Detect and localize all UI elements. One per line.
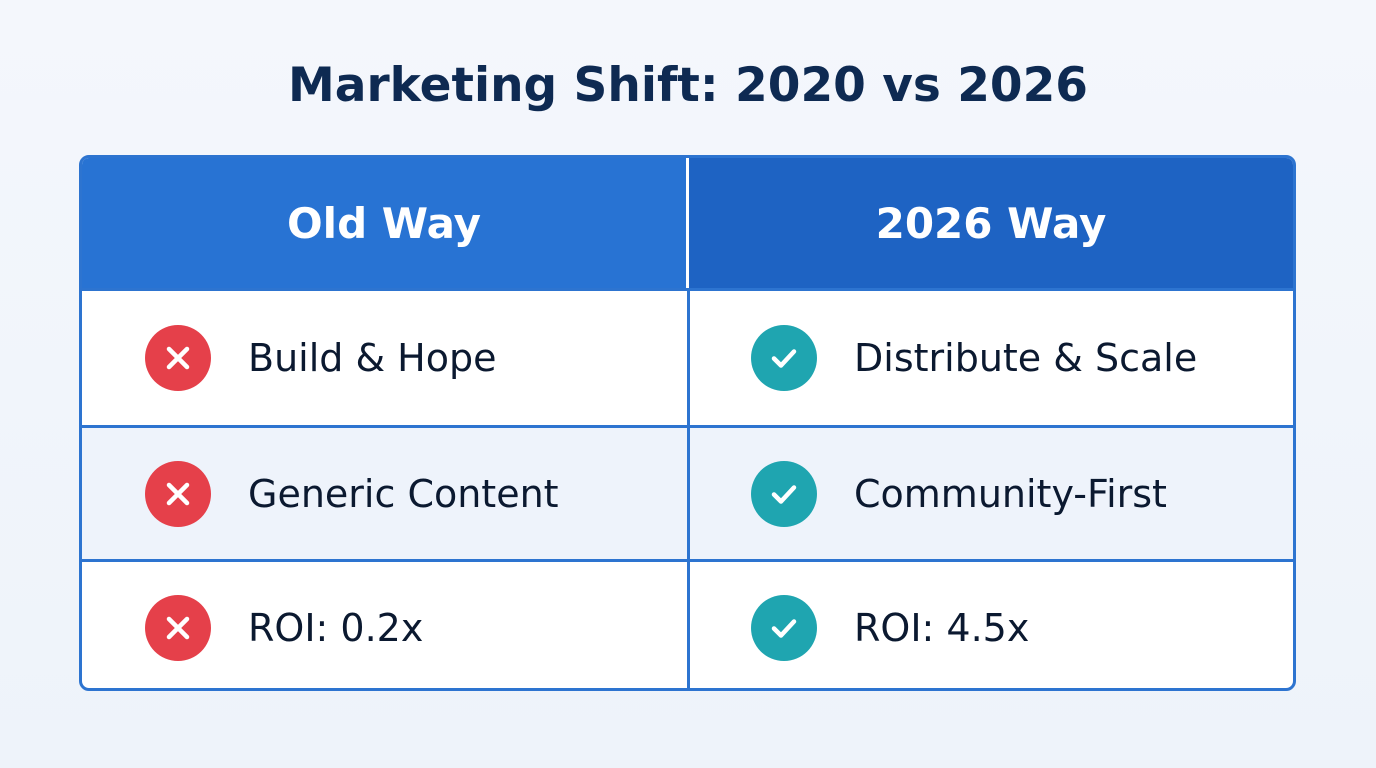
column-header-2026-way: 2026 Way (689, 158, 1293, 288)
check-icon (751, 325, 817, 391)
new-way-cell: Distribute & Scale (690, 291, 1293, 425)
new-way-cell: ROI: 4.5x (690, 562, 1293, 688)
new-way-text: Distribute & Scale (854, 336, 1198, 380)
comparison-table: Old Way 2026 Way Build & Hope Distribute… (79, 155, 1296, 691)
old-way-cell: Build & Hope (82, 291, 690, 425)
x-icon (145, 325, 211, 391)
table-row: Generic Content Community-First (82, 425, 1293, 559)
table-row: ROI: 0.2x ROI: 4.5x (82, 559, 1293, 688)
table-row: Build & Hope Distribute & Scale (82, 291, 1293, 425)
check-icon (751, 594, 817, 661)
old-way-text: ROI: 0.2x (248, 605, 424, 650)
column-header-old-way: Old Way (82, 158, 689, 288)
x-icon (145, 594, 211, 661)
table-header-row: Old Way 2026 Way (82, 158, 1293, 291)
old-way-cell: Generic Content (82, 428, 690, 559)
old-way-text: Build & Hope (248, 336, 497, 380)
old-way-cell: ROI: 0.2x (82, 562, 690, 688)
x-icon (145, 460, 211, 527)
new-way-text: ROI: 4.5x (854, 605, 1030, 650)
page-title: Marketing Shift: 2020 vs 2026 (287, 58, 1089, 113)
check-icon (751, 460, 817, 527)
old-way-text: Generic Content (248, 471, 559, 516)
new-way-text: Community-First (854, 471, 1167, 516)
new-way-cell: Community-First (690, 428, 1293, 559)
